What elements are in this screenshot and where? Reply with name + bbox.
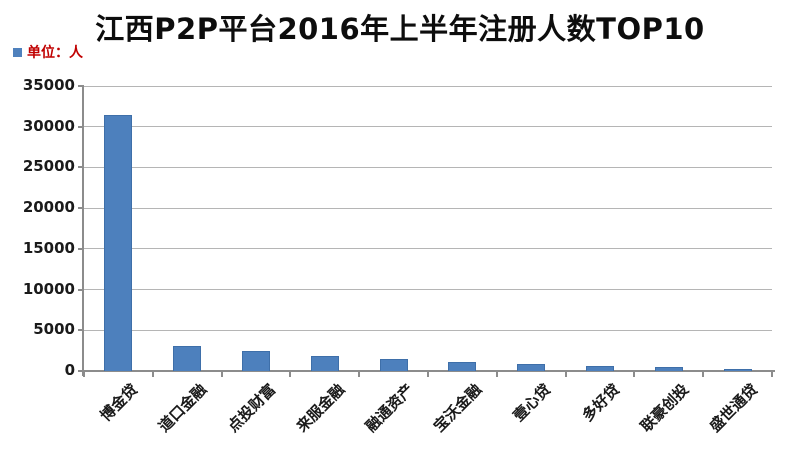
x-axis-tickmark — [151, 372, 154, 377]
legend-label: 单位：人 — [27, 45, 83, 61]
y-axis-tick-label: 0 — [64, 361, 75, 379]
x-axis-tick-label: 多好贷 — [578, 380, 624, 425]
y-axis-tick-label: 20000 — [22, 198, 75, 217]
y-axis-tickmark — [78, 247, 84, 250]
x-axis-tick-label: 壹心贷 — [509, 380, 555, 425]
y-gridline — [84, 248, 772, 250]
bar — [448, 362, 477, 371]
x-axis-tickmark — [495, 372, 498, 377]
bar — [379, 358, 408, 371]
bar — [517, 363, 546, 371]
bar — [173, 345, 202, 371]
x-axis-tickmark — [771, 372, 773, 377]
x-axis-tickmark — [702, 372, 705, 377]
x-axis-tick-label: 联豪创投 — [636, 380, 692, 436]
y-axis-tick-label: 5000 — [33, 320, 75, 339]
bar — [104, 114, 133, 371]
x-axis-tickmark — [633, 372, 636, 377]
y-axis-line — [82, 86, 84, 376]
y-axis-tickmark — [78, 329, 84, 332]
y-gridline — [84, 126, 772, 128]
y-axis-tickmark — [78, 207, 84, 210]
bar — [242, 350, 270, 371]
x-axis-tick-label: 点投财富 — [223, 380, 280, 436]
y-axis-tickmark — [78, 288, 84, 291]
y-axis-tick-label: 10000 — [22, 279, 75, 298]
x-axis-tick-label: 融通资产 — [361, 380, 417, 436]
bar — [654, 367, 683, 371]
x-axis-tick-label: 博金贷 — [96, 380, 142, 425]
x-axis-tickmark — [220, 372, 223, 377]
y-gridline — [84, 289, 772, 291]
y-axis-tickmark — [78, 85, 84, 87]
bar — [310, 355, 339, 371]
y-axis-tick-label: 25000 — [22, 157, 75, 176]
x-axis-tickmark — [564, 372, 567, 377]
x-axis-tickmark — [427, 372, 429, 377]
x-axis-tick-label: 盛世通贷 — [705, 380, 761, 436]
x-axis-tickmark — [289, 372, 292, 377]
y-axis-tickmark — [78, 166, 84, 169]
y-axis-tick-label: 15000 — [22, 238, 75, 257]
legend-swatch-icon — [13, 47, 22, 57]
y-gridline — [84, 329, 772, 331]
chart-title: 江西P2P平台2016年上半年注册人数TOP10 — [95, 12, 705, 46]
x-axis-tickmark — [83, 372, 85, 377]
x-axis-tickmark — [358, 372, 361, 377]
bar — [723, 368, 752, 371]
y-gridline — [84, 207, 772, 209]
y-axis-tickmark — [78, 125, 84, 128]
x-axis-line — [78, 370, 775, 372]
x-axis-tick-label: 宝沃金融 — [430, 380, 486, 436]
y-axis-tick-label: 30000 — [22, 116, 75, 135]
x-axis-tick-label: 道口金融 — [155, 380, 211, 436]
x-axis-tick-label: 来服金融 — [292, 380, 348, 436]
y-gridline — [84, 85, 772, 87]
legend: 单位：人 — [13, 42, 83, 62]
y-gridline — [84, 166, 772, 168]
bar — [586, 366, 614, 371]
y-axis-tick-label: 35000 — [22, 76, 75, 94]
